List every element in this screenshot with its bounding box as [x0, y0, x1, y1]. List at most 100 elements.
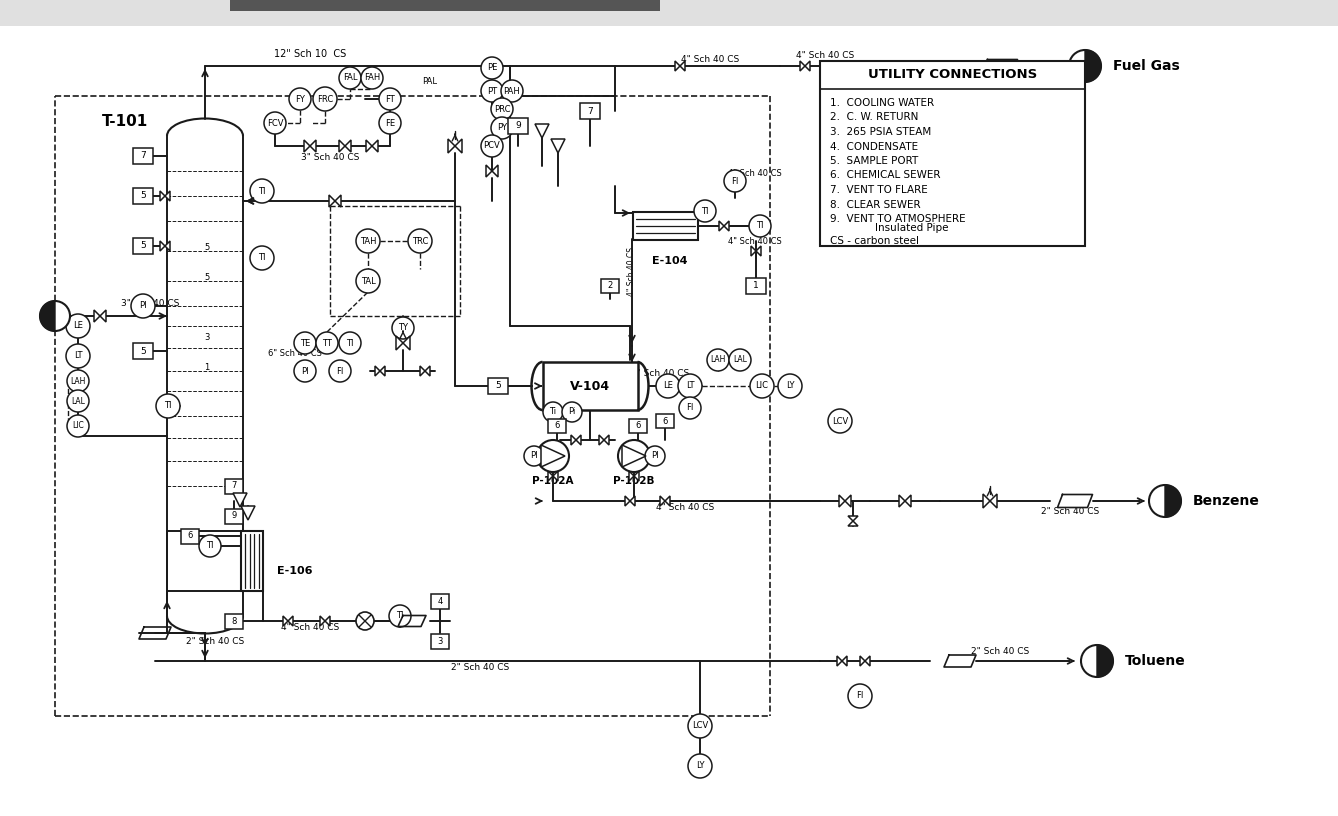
Polygon shape [492, 165, 498, 177]
Text: Benzene: Benzene [1193, 494, 1260, 508]
Text: Insulated Pipe: Insulated Pipe [875, 223, 949, 233]
Circle shape [724, 170, 747, 192]
Text: 4" Sch 40 CS: 4" Sch 40 CS [728, 237, 781, 246]
Text: Fuel Gas: Fuel Gas [1113, 59, 1180, 73]
Polygon shape [339, 140, 345, 152]
Polygon shape [380, 366, 385, 376]
Text: PE: PE [487, 64, 498, 73]
Text: FI: FI [732, 176, 739, 185]
Circle shape [392, 317, 413, 339]
Circle shape [339, 332, 361, 354]
Circle shape [379, 88, 401, 110]
Text: 3" Sch 40 CS: 3" Sch 40 CS [301, 153, 359, 162]
Text: CS - carbon steel: CS - carbon steel [830, 236, 919, 246]
Circle shape [645, 446, 665, 466]
Text: E-106: E-106 [277, 566, 313, 576]
Circle shape [678, 374, 702, 398]
Circle shape [678, 397, 701, 419]
Circle shape [289, 88, 310, 110]
Text: 2" Sch 40 CS: 2" Sch 40 CS [451, 663, 510, 672]
Polygon shape [625, 496, 630, 506]
Text: 9: 9 [231, 512, 237, 521]
Text: 9: 9 [515, 122, 520, 131]
Bar [181, 529, 199, 543]
Text: LE: LE [74, 322, 83, 330]
Circle shape [379, 112, 401, 134]
Polygon shape [233, 493, 248, 507]
Polygon shape [448, 139, 455, 153]
Text: TE: TE [300, 339, 310, 348]
Polygon shape [367, 140, 372, 152]
Text: 8: 8 [231, 617, 237, 626]
Text: 8.  CLEAR SEWER: 8. CLEAR SEWER [830, 199, 921, 210]
Polygon shape [838, 656, 842, 666]
Text: 7: 7 [231, 481, 237, 490]
Bar [132, 188, 153, 204]
Bar [633, 212, 697, 240]
Bar [230, 0, 660, 11]
Text: 2: 2 [607, 282, 613, 290]
Polygon shape [630, 496, 636, 506]
Polygon shape [304, 140, 310, 152]
Polygon shape [571, 435, 575, 445]
Bar [508, 118, 529, 134]
Polygon shape [846, 495, 851, 507]
Polygon shape [425, 366, 429, 376]
Polygon shape [486, 165, 492, 177]
Text: TI: TI [347, 339, 353, 348]
Circle shape [356, 269, 380, 293]
Circle shape [66, 314, 90, 338]
Polygon shape [719, 221, 724, 231]
Polygon shape [860, 656, 864, 666]
Bar [488, 378, 508, 394]
Polygon shape [848, 521, 858, 526]
Circle shape [356, 612, 375, 630]
Circle shape [339, 67, 361, 89]
Wedge shape [40, 301, 55, 331]
Circle shape [618, 440, 650, 472]
Bar [241, 531, 264, 591]
Circle shape [656, 374, 680, 398]
Polygon shape [551, 139, 565, 153]
Polygon shape [805, 61, 809, 71]
Polygon shape [864, 656, 870, 666]
Text: 5: 5 [205, 273, 210, 282]
Bar [431, 593, 450, 609]
Polygon shape [634, 471, 640, 481]
Circle shape [480, 135, 503, 157]
Text: FAL: FAL [343, 73, 357, 82]
Text: FI: FI [856, 691, 864, 700]
Text: 2.  C. W. RETURN: 2. C. W. RETURN [830, 113, 918, 122]
Bar [542, 362, 637, 410]
Polygon shape [899, 495, 904, 507]
Polygon shape [549, 471, 553, 481]
Text: LY: LY [785, 382, 795, 391]
Polygon shape [372, 140, 379, 152]
Bar [629, 419, 648, 433]
Text: PI: PI [652, 451, 658, 460]
Circle shape [480, 80, 503, 102]
Bar [0, 0, 1338, 26]
Polygon shape [756, 246, 761, 256]
Bar [431, 633, 450, 649]
Polygon shape [983, 494, 990, 508]
Text: FAH: FAH [364, 73, 380, 82]
Bar [579, 103, 599, 119]
Text: 5: 5 [140, 242, 146, 251]
Polygon shape [599, 435, 603, 445]
Polygon shape [396, 336, 403, 350]
Circle shape [480, 57, 503, 79]
Text: TAL: TAL [361, 277, 376, 286]
Text: LT: LT [74, 352, 82, 361]
Polygon shape [329, 195, 334, 207]
Text: 12" Sch 10  CS: 12" Sch 10 CS [274, 49, 347, 59]
Polygon shape [660, 496, 665, 506]
Text: E-104: E-104 [652, 256, 688, 266]
Circle shape [543, 402, 563, 422]
Text: LE: LE [664, 382, 673, 391]
Text: TT: TT [322, 339, 332, 348]
Polygon shape [94, 310, 100, 322]
Circle shape [706, 349, 729, 371]
Bar [601, 279, 619, 293]
Circle shape [313, 87, 337, 111]
